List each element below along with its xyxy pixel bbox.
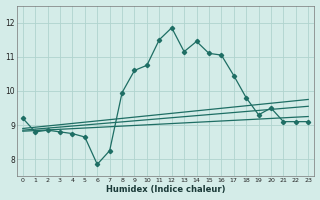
X-axis label: Humidex (Indice chaleur): Humidex (Indice chaleur) <box>106 185 225 194</box>
